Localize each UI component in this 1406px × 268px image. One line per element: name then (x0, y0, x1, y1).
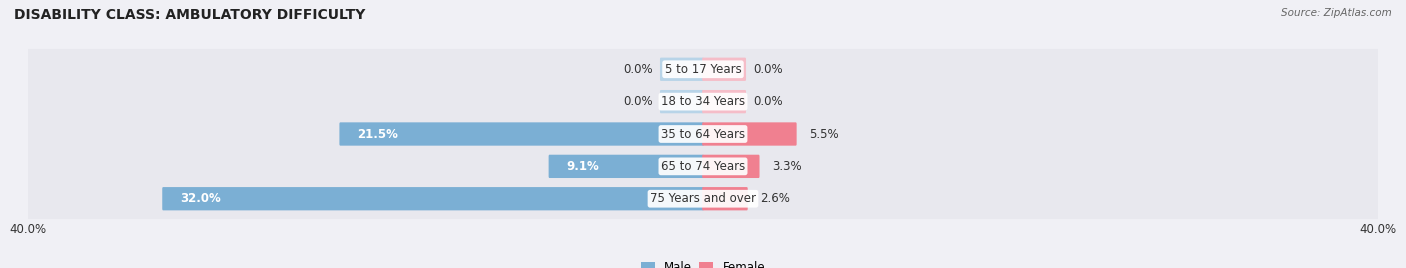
Text: 0.0%: 0.0% (623, 63, 652, 76)
FancyBboxPatch shape (548, 155, 704, 178)
FancyBboxPatch shape (25, 114, 1381, 154)
Text: 5.5%: 5.5% (810, 128, 839, 140)
FancyBboxPatch shape (25, 81, 1381, 122)
Text: 9.1%: 9.1% (567, 160, 599, 173)
Text: 65 to 74 Years: 65 to 74 Years (661, 160, 745, 173)
Text: 18 to 34 Years: 18 to 34 Years (661, 95, 745, 108)
FancyBboxPatch shape (25, 49, 1381, 90)
Text: 75 Years and over: 75 Years and over (650, 192, 756, 205)
Text: 0.0%: 0.0% (754, 63, 783, 76)
FancyBboxPatch shape (702, 187, 748, 210)
Text: 5 to 17 Years: 5 to 17 Years (665, 63, 741, 76)
Text: 0.0%: 0.0% (623, 95, 652, 108)
FancyBboxPatch shape (162, 187, 704, 210)
Text: 0.0%: 0.0% (754, 95, 783, 108)
FancyBboxPatch shape (659, 90, 704, 113)
Text: 2.6%: 2.6% (761, 192, 790, 205)
Text: 32.0%: 32.0% (180, 192, 221, 205)
Legend: Male, Female: Male, Female (636, 256, 770, 268)
FancyBboxPatch shape (25, 178, 1381, 219)
Text: 35 to 64 Years: 35 to 64 Years (661, 128, 745, 140)
Text: Source: ZipAtlas.com: Source: ZipAtlas.com (1281, 8, 1392, 18)
Text: 3.3%: 3.3% (772, 160, 801, 173)
Text: 21.5%: 21.5% (357, 128, 398, 140)
FancyBboxPatch shape (702, 155, 759, 178)
FancyBboxPatch shape (659, 58, 704, 81)
FancyBboxPatch shape (339, 122, 704, 146)
FancyBboxPatch shape (702, 58, 747, 81)
FancyBboxPatch shape (702, 90, 747, 113)
Text: DISABILITY CLASS: AMBULATORY DIFFICULTY: DISABILITY CLASS: AMBULATORY DIFFICULTY (14, 8, 366, 22)
FancyBboxPatch shape (25, 146, 1381, 187)
FancyBboxPatch shape (702, 122, 797, 146)
